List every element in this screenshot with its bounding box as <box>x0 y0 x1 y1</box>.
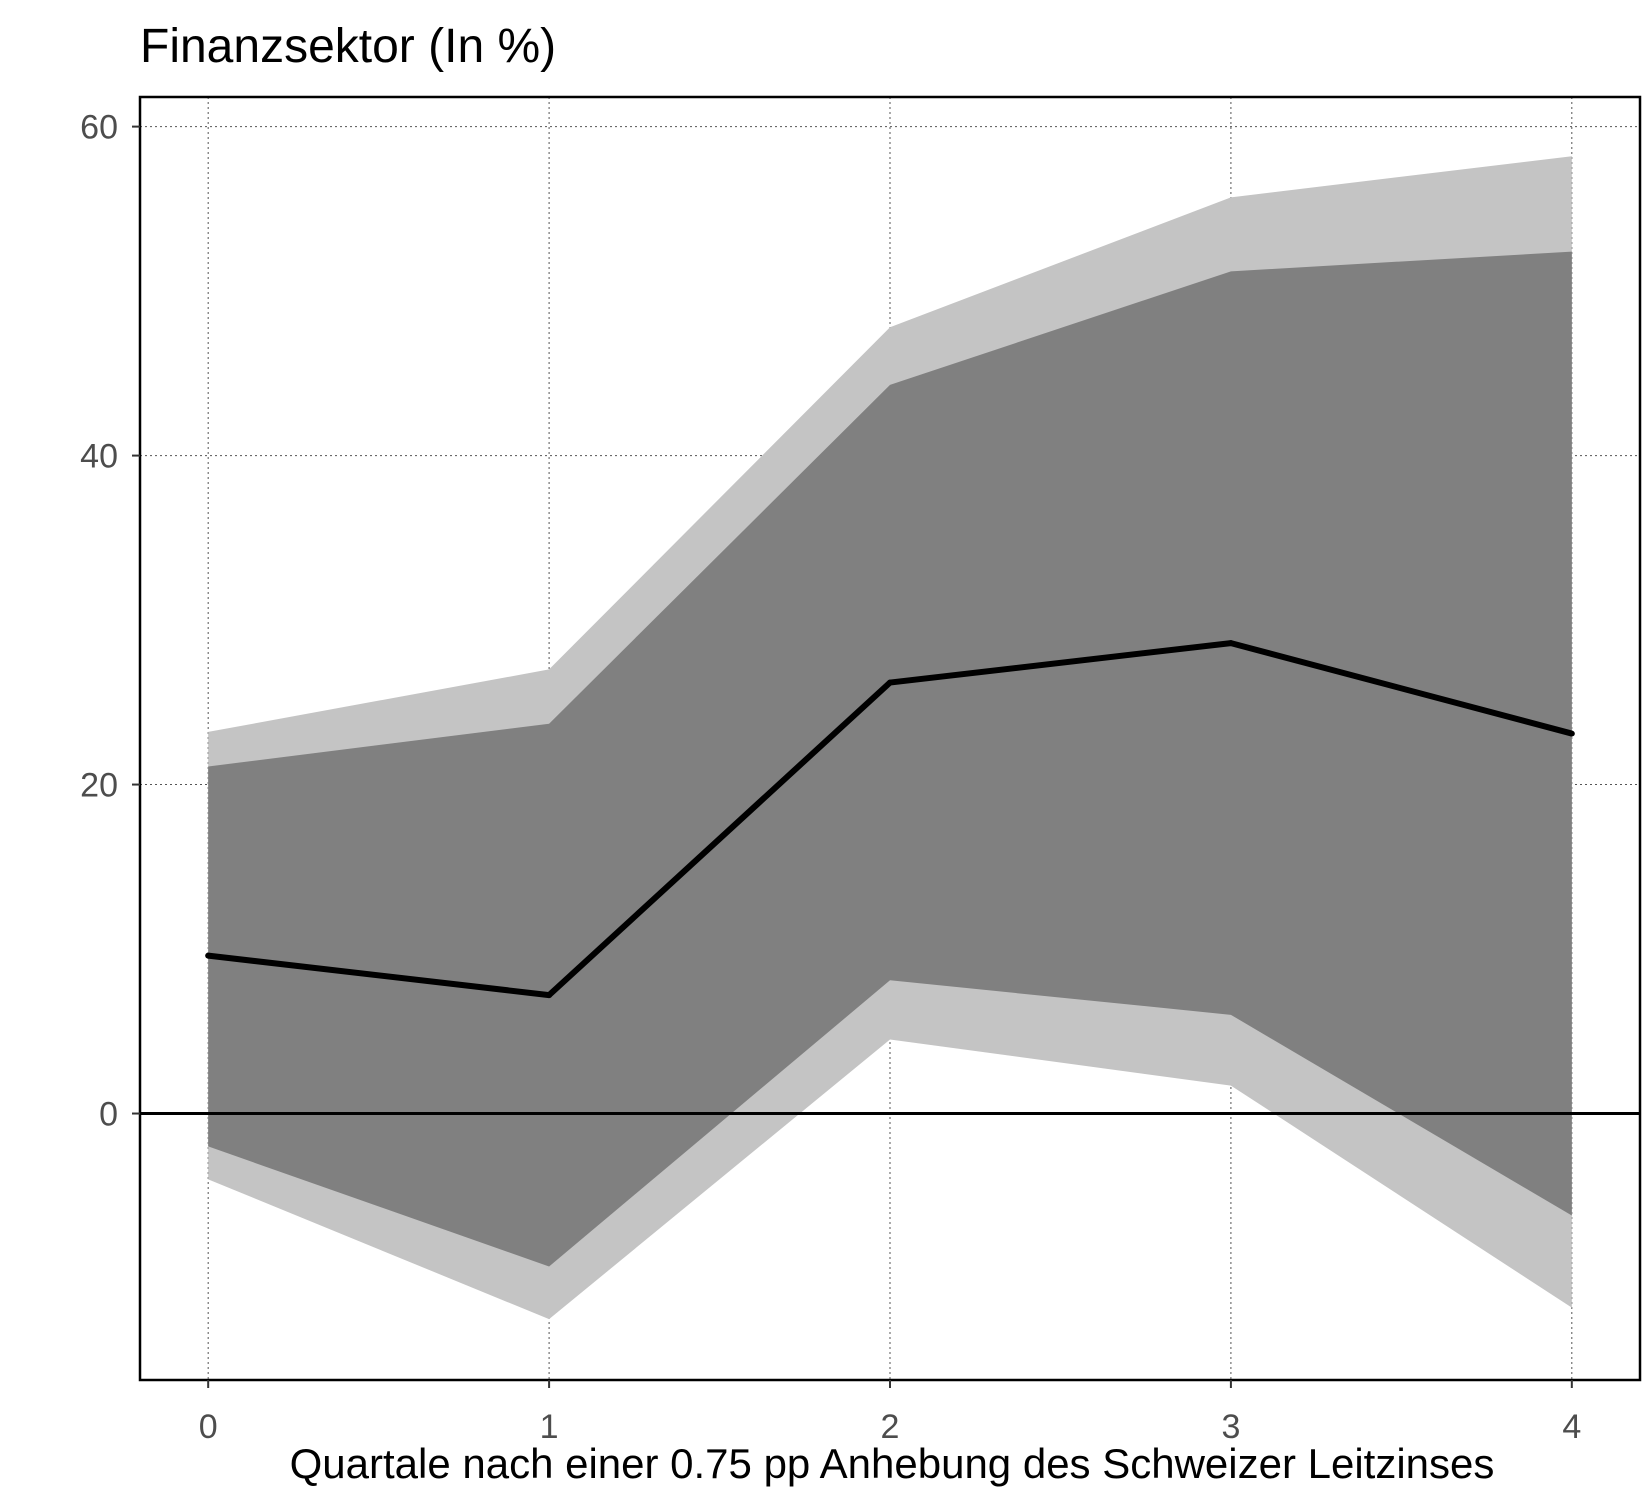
median-point-3 <box>1227 640 1234 647</box>
y-tick-label-60: 60 <box>80 109 118 147</box>
x-tick-label-2: 2 <box>881 1408 900 1446</box>
median-point-2 <box>887 679 893 686</box>
x-axis-ticks: 0 1 2 3 4 <box>199 1380 1581 1446</box>
y-tick-label-0: 0 <box>99 1096 118 1134</box>
x-tick-label-0: 0 <box>199 1408 218 1446</box>
x-tick-label-4: 4 <box>1562 1408 1581 1446</box>
x-axis-label: Quartale nach einer 0.75 pp Anhebung des… <box>290 1440 1495 1487</box>
median-series <box>205 640 1575 999</box>
median-point-4 <box>1568 730 1575 737</box>
y-axis-ticks: 0 20 40 60 <box>80 109 140 1134</box>
median-point-1 <box>546 992 553 999</box>
x-tick-label-1: 1 <box>540 1408 559 1446</box>
median-point-0 <box>205 952 212 959</box>
y-tick-label-40: 40 <box>80 438 118 476</box>
y-tick-label-20: 20 <box>80 767 118 805</box>
x-tick-label-3: 3 <box>1221 1408 1240 1446</box>
inner-confidence-band <box>208 251 1572 1267</box>
confidence-bands <box>208 156 1572 1320</box>
chart-title: Finanzsektor (In %) <box>140 20 556 73</box>
